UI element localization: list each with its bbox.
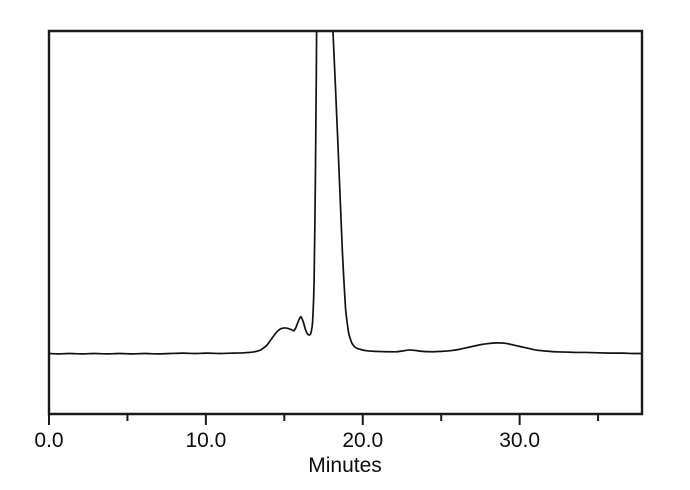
trace-group <box>49 32 642 355</box>
signal-trace <box>49 32 642 355</box>
x-tick-label: 10.0 <box>185 429 226 452</box>
x-tick-label: 20.0 <box>342 429 383 452</box>
x-axis-title: Minutes <box>308 454 382 477</box>
x-axis-tick-labels: 0.0 10.0 20.0 30.0 <box>34 429 540 452</box>
plot-frame <box>47 29 644 416</box>
x-tick-label: 0.0 <box>34 429 63 452</box>
x-axis-ticks <box>48 415 600 425</box>
x-tick-label: 30.0 <box>499 429 540 452</box>
